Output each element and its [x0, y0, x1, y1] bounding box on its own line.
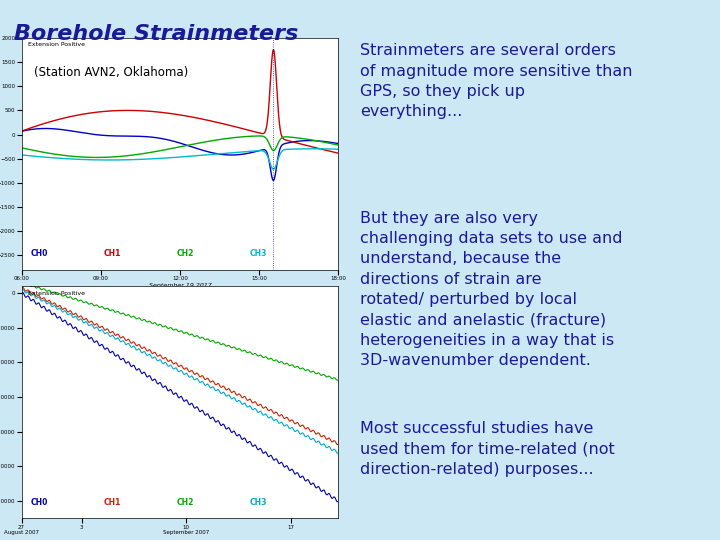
Text: CH2: CH2	[177, 249, 194, 258]
X-axis label: September 19 2017: September 19 2017	[148, 282, 212, 288]
Text: But they are also very
challenging data sets to use and
understand, because the
: But they are also very challenging data …	[360, 211, 623, 368]
Text: CH1: CH1	[104, 249, 122, 258]
Text: Most successful studies have
used them for time-related (not
direction-related) : Most successful studies have used them f…	[360, 421, 615, 477]
Text: CH1: CH1	[104, 498, 122, 507]
Text: (Station AVN2, Oklahoma): (Station AVN2, Oklahoma)	[35, 66, 189, 79]
Text: Extension Positive: Extension Positive	[28, 43, 85, 48]
Text: CH0: CH0	[31, 498, 48, 507]
Text: Extension Positive: Extension Positive	[28, 291, 85, 296]
Text: CH0: CH0	[31, 249, 48, 258]
Text: CH3: CH3	[250, 498, 267, 507]
Text: Strainmeters are several orders
of magnitude more sensitive than
GPS, so they pi: Strainmeters are several orders of magni…	[360, 43, 632, 119]
Text: Borehole Strainmeters: Borehole Strainmeters	[14, 24, 299, 44]
Text: CH3: CH3	[250, 249, 267, 258]
Text: CH2: CH2	[177, 498, 194, 507]
